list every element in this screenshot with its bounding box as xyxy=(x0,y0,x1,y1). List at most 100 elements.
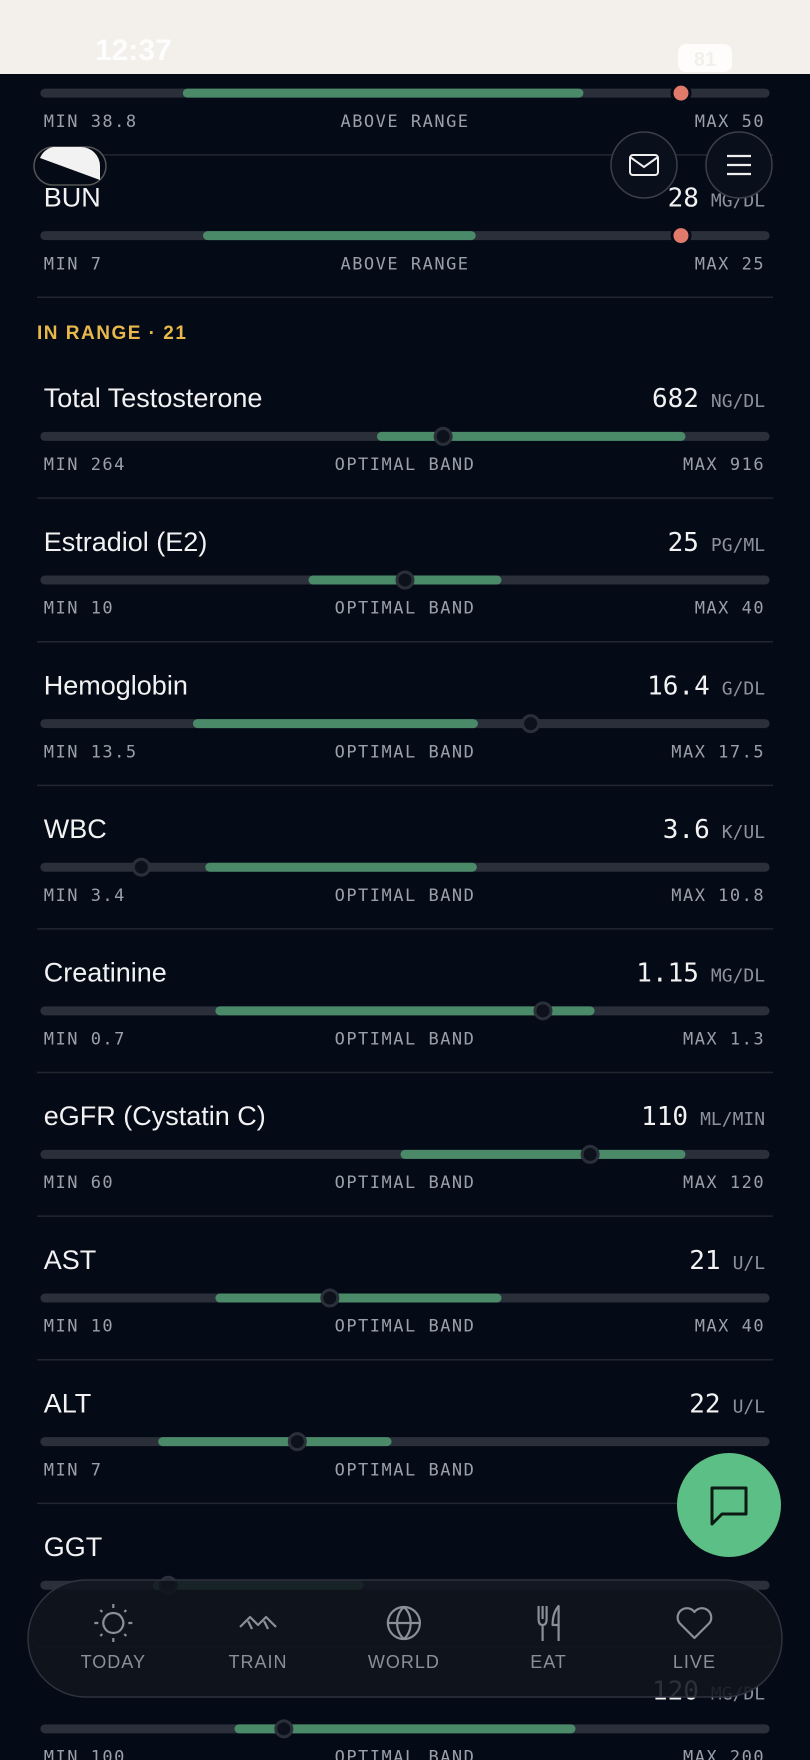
value-marker xyxy=(670,225,692,247)
max-label: MAX 120 xyxy=(683,1173,765,1193)
biomarker-row: Estradiol (E2) PG/ML 25 MIN 10 OPTIMAL BAND M… xyxy=(37,527,773,643)
biomarker-row: WBC K/UL 3.6 MIN 3.4 OPTIMAL BAND MAX 10.8 xyxy=(37,814,773,930)
value-marker xyxy=(320,1288,340,1308)
biomarker-value: 110 xyxy=(641,1102,688,1132)
chat-button[interactable] xyxy=(677,1453,781,1557)
min-label: MIN 60 xyxy=(44,1173,114,1193)
value-marker xyxy=(580,1144,600,1164)
status-label: OPTIMAL BAND xyxy=(335,1747,476,1760)
value-marker xyxy=(533,1001,553,1021)
status-label: OPTIMAL BAND xyxy=(335,1317,476,1337)
min-label: MIN 38.8 xyxy=(44,112,138,132)
min-label: MIN 3.4 xyxy=(44,886,126,906)
status-label: OPTIMAL BAND xyxy=(335,455,476,475)
biomarker-name: Total Testosterone xyxy=(44,383,263,413)
min-label: MIN 10 xyxy=(44,1317,114,1337)
max-label: MAX 50 xyxy=(695,112,765,132)
biomarker-name: ALT xyxy=(44,1388,92,1418)
status-label: ABOVE RANGE xyxy=(340,254,469,274)
nav-label[interactable]: WORLD xyxy=(368,1652,440,1672)
nav-label[interactable]: LIVE xyxy=(673,1652,716,1672)
status-label: OPTIMAL BAND xyxy=(335,886,476,906)
value-marker xyxy=(433,426,453,446)
max-label: MAX 40 xyxy=(695,599,765,619)
status-bar: 12:37 81 xyxy=(0,0,810,74)
biomarker-value: 1.15 xyxy=(636,959,699,989)
nav-label[interactable]: EAT xyxy=(530,1652,567,1672)
biomarker-unit: K/UL xyxy=(722,822,766,843)
min-label: MIN 100 xyxy=(44,1747,126,1760)
biomarker-row: Creatinine MG/DL 1.15 MIN 0.7 OPTIMAL BAND MA… xyxy=(37,958,773,1074)
min-label: MIN 0.7 xyxy=(44,1029,126,1049)
max-label: MAX 17.5 xyxy=(671,742,765,762)
biomarker-value: 25 xyxy=(668,528,699,558)
value-marker xyxy=(131,857,151,877)
biomarker-unit: G/DL xyxy=(722,678,766,699)
value-marker xyxy=(670,82,692,104)
section-header: IN RANGE · 21 xyxy=(37,323,187,344)
biomarker-name: Hemoglobin xyxy=(44,670,188,700)
bottom-nav: TODAY TRAIN WORLD EAT LIVE xyxy=(27,1579,783,1698)
min-label: MIN 7 xyxy=(44,1460,103,1480)
biomarker-name: Estradiol (E2) xyxy=(44,527,208,557)
biomarker-unit: ML/MIN xyxy=(700,1109,765,1130)
biomarker-value: 682 xyxy=(652,384,699,414)
value-marker xyxy=(274,1719,294,1739)
toggle[interactable] xyxy=(33,146,107,186)
nav-icon xyxy=(94,1604,133,1642)
max-label: MAX 1.3 xyxy=(683,1029,765,1049)
status-label: OPTIMAL BAND xyxy=(335,1460,476,1480)
biomarker-row: ALT U/L 22 MIN 7 OPTIMAL BAND xyxy=(37,1388,773,1505)
biomarker-unit: U/L xyxy=(733,1253,766,1274)
biomarker-row: Total Testosterone NG/DL 682 MIN 264 OPTIMAL… xyxy=(37,383,773,499)
status-label: OPTIMAL BAND xyxy=(335,599,476,619)
min-label: MIN 7 xyxy=(44,254,103,274)
biomarker-row: AST U/L 21 MIN 10 OPTIMAL BAND MAX 40 xyxy=(37,1245,773,1361)
nav-icon xyxy=(239,1615,277,1630)
min-label: MIN 264 xyxy=(44,455,126,475)
max-label: MAX 200 xyxy=(683,1747,765,1760)
biomarker-value: 3.6 xyxy=(663,815,710,845)
min-label: MIN 10 xyxy=(44,599,114,619)
value-marker xyxy=(395,570,415,590)
status-label: OPTIMAL BAND xyxy=(335,1029,476,1049)
status-time: 12:37 xyxy=(95,34,172,67)
biomarker-unit: MG/DL xyxy=(711,966,765,987)
status-label: OPTIMAL BAND xyxy=(335,1173,476,1193)
biomarker-value: 22 xyxy=(689,1389,720,1419)
biomarker-list: MIN 38.8 ABOVE RANGE MAX 50 BUN MG/DL 28 MIN 7… xyxy=(37,82,773,1760)
biomarker-value: 28 xyxy=(668,183,699,213)
status-label: ABOVE RANGE xyxy=(340,112,469,132)
max-label: MAX 25 xyxy=(695,254,765,274)
nav-icon xyxy=(386,1605,421,1641)
biomarker-unit: U/L xyxy=(733,1396,766,1417)
battery-level: 81 xyxy=(694,49,716,71)
biomarker-row: MIN 38.8 ABOVE RANGE MAX 50 xyxy=(37,82,773,156)
biomarker-name: BUN xyxy=(44,182,101,212)
min-label: MIN 13.5 xyxy=(44,742,138,762)
biomarker-value: 21 xyxy=(689,1246,720,1276)
nav-icon xyxy=(676,1607,713,1640)
biomarker-name: WBC xyxy=(44,814,107,844)
biomarker-name: GGT xyxy=(44,1532,103,1562)
biomarker-name: Creatinine xyxy=(44,958,167,988)
biomarker-unit: NG/DL xyxy=(711,391,765,412)
nav-label[interactable]: TODAY xyxy=(81,1652,146,1672)
max-label: MAX 40 xyxy=(695,1317,765,1337)
biomarker-name: eGFR (Cystatin C) xyxy=(44,1101,266,1131)
menu-button[interactable] xyxy=(705,131,773,199)
nav-label[interactable]: TRAIN xyxy=(229,1652,288,1672)
biomarker-name: AST xyxy=(44,1245,97,1275)
mail-button[interactable] xyxy=(610,131,678,199)
status-label: OPTIMAL BAND xyxy=(335,742,476,762)
max-label: MAX 10.8 xyxy=(671,886,765,906)
biomarker-unit: PG/ML xyxy=(711,535,765,556)
biomarker-row: eGFR (Cystatin C) ML/MIN 110 MIN 60 OPTIMAL … xyxy=(37,1101,773,1217)
value-marker xyxy=(521,714,541,734)
nav-icon xyxy=(537,1604,560,1641)
biomarker-value: 16.4 xyxy=(647,671,710,701)
max-label: MAX 916 xyxy=(683,455,765,475)
